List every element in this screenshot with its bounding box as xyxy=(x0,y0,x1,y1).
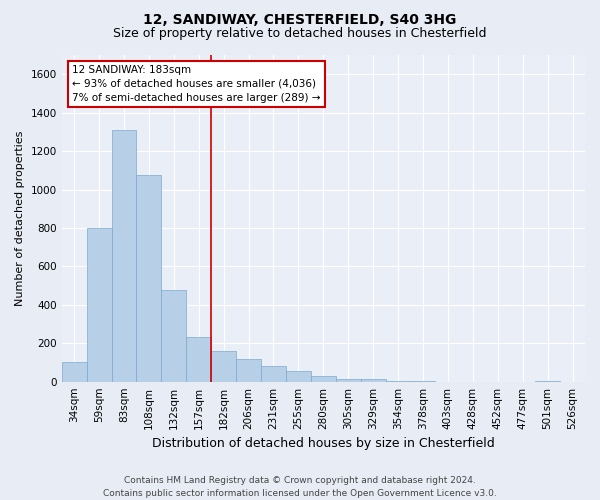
Text: Contains HM Land Registry data © Crown copyright and database right 2024.
Contai: Contains HM Land Registry data © Crown c… xyxy=(103,476,497,498)
Bar xyxy=(361,380,386,382)
Text: 12 SANDIWAY: 183sqm
← 93% of detached houses are smaller (4,036)
7% of semi-deta: 12 SANDIWAY: 183sqm ← 93% of detached ho… xyxy=(72,65,320,103)
Bar xyxy=(186,338,211,382)
Y-axis label: Number of detached properties: Number of detached properties xyxy=(15,130,25,306)
Bar xyxy=(535,381,560,382)
Bar xyxy=(410,381,436,382)
Bar xyxy=(261,366,286,382)
Bar xyxy=(386,380,410,382)
Bar xyxy=(86,228,112,382)
Bar xyxy=(161,290,186,382)
Bar xyxy=(112,130,136,382)
Text: Size of property relative to detached houses in Chesterfield: Size of property relative to detached ho… xyxy=(113,28,487,40)
Bar xyxy=(211,351,236,382)
Text: 12, SANDIWAY, CHESTERFIELD, S40 3HG: 12, SANDIWAY, CHESTERFIELD, S40 3HG xyxy=(143,12,457,26)
Bar xyxy=(286,371,311,382)
Bar xyxy=(336,379,361,382)
Bar xyxy=(236,358,261,382)
Bar xyxy=(136,175,161,382)
Bar xyxy=(62,362,86,382)
Bar xyxy=(311,376,336,382)
X-axis label: Distribution of detached houses by size in Chesterfield: Distribution of detached houses by size … xyxy=(152,437,495,450)
